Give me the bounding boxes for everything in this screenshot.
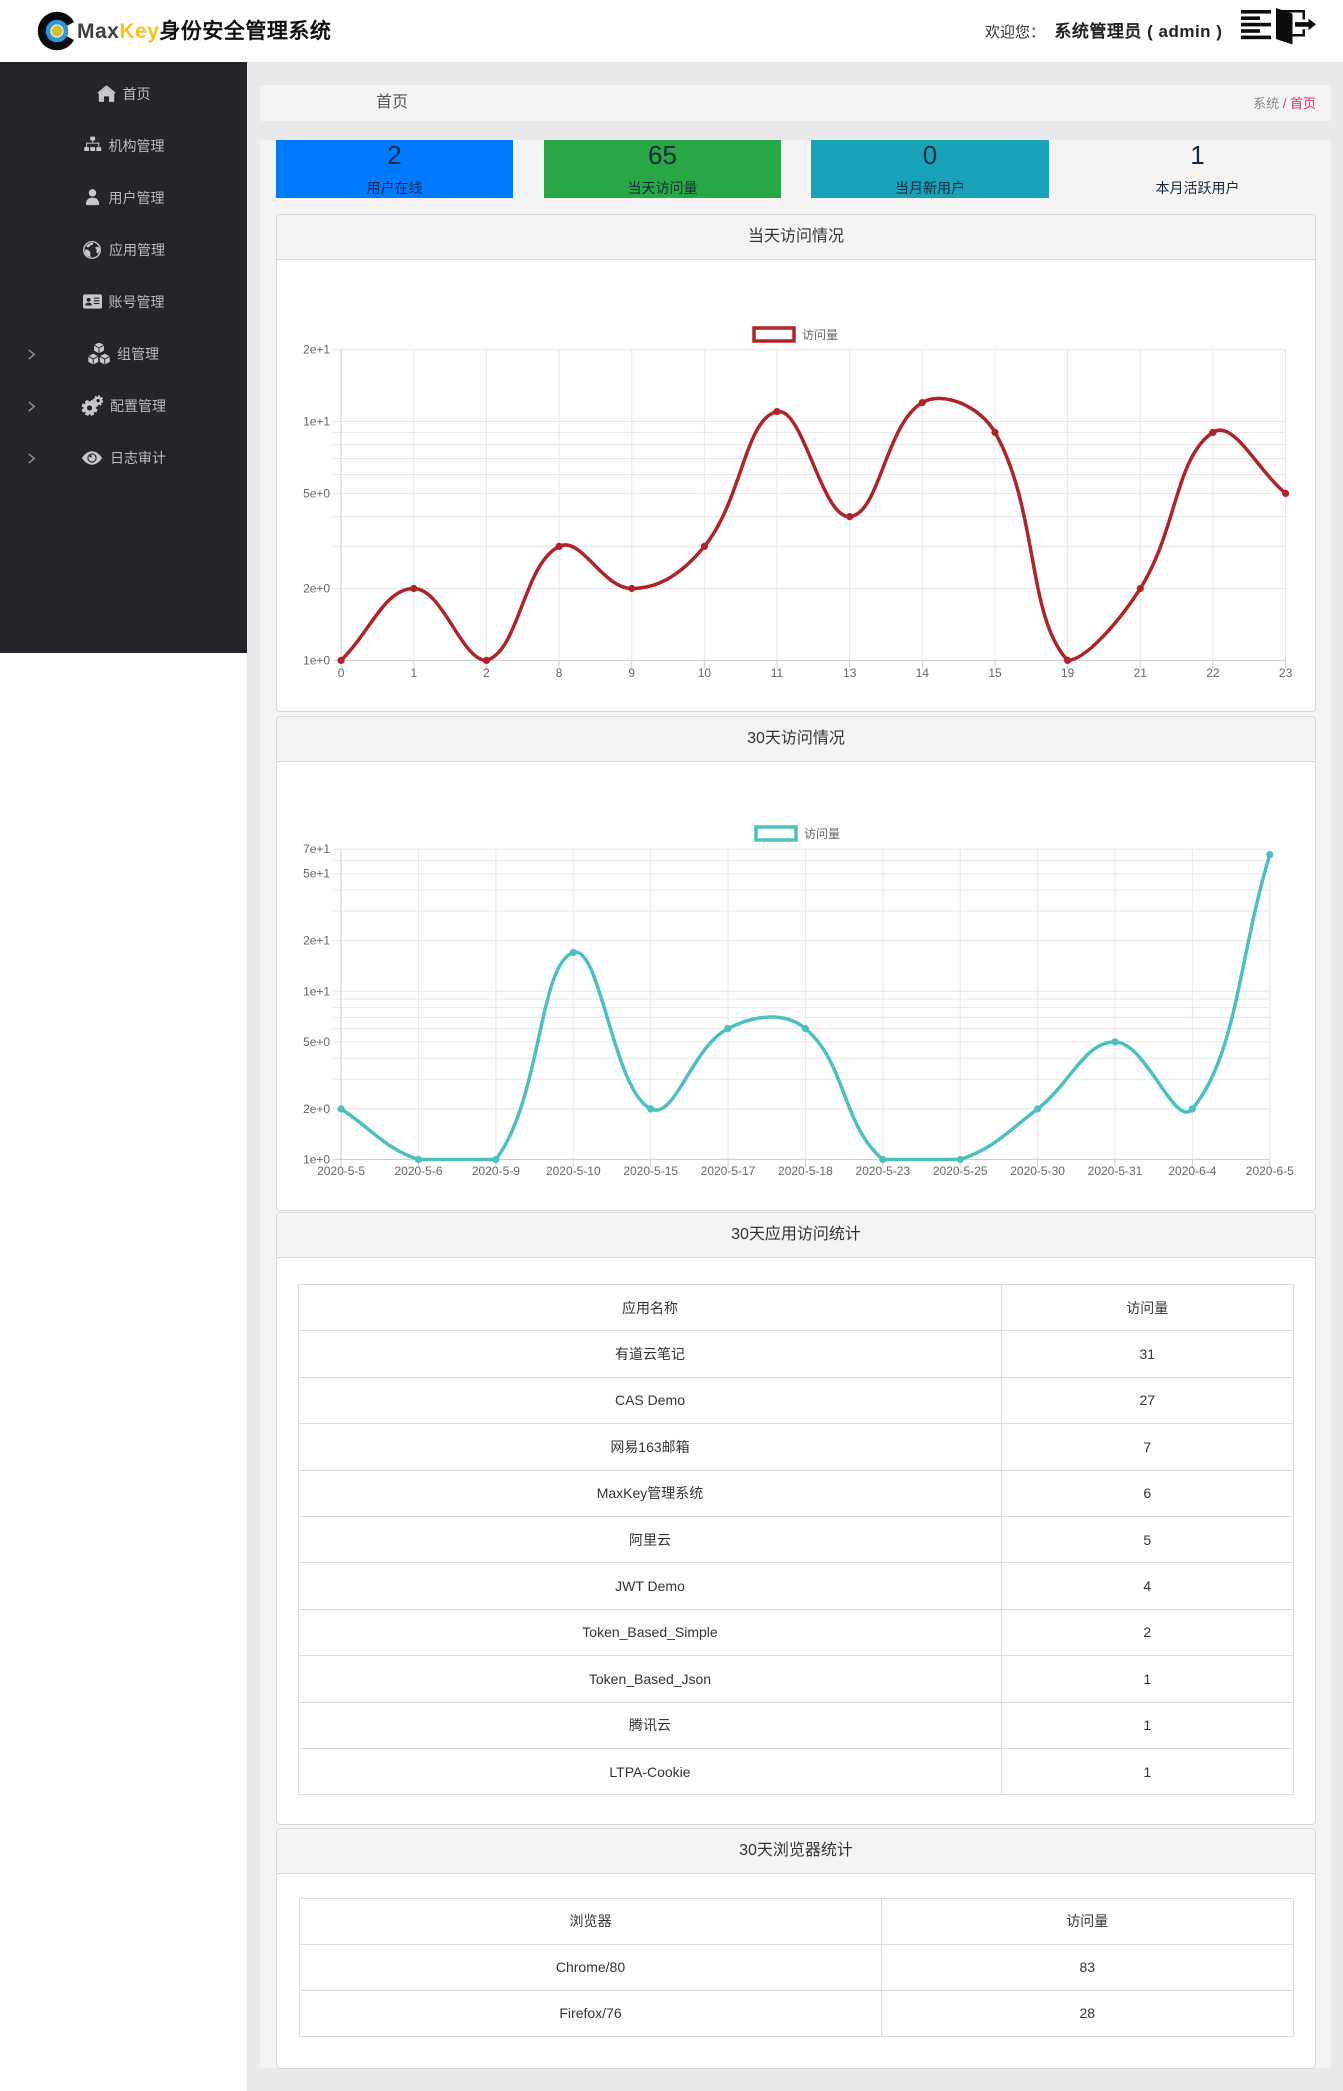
svg-text:2e+0: 2e+0 <box>303 582 330 596</box>
svg-text:1e+1: 1e+1 <box>303 984 330 998</box>
svg-text:5e+0: 5e+0 <box>303 1035 330 1049</box>
svg-text:21: 21 <box>1134 666 1148 680</box>
svg-text:2020-5-31: 2020-5-31 <box>1088 1164 1143 1178</box>
svg-text:2020-5-17: 2020-5-17 <box>701 1164 756 1178</box>
svg-text:2020-5-15: 2020-5-15 <box>623 1164 678 1178</box>
svg-text:2020-5-9: 2020-5-9 <box>472 1164 520 1178</box>
svg-text:14: 14 <box>916 666 930 680</box>
svg-text:2020-6-4: 2020-6-4 <box>1168 1164 1216 1178</box>
svg-text:1e+0: 1e+0 <box>303 1153 330 1167</box>
svg-text:5e+0: 5e+0 <box>303 486 330 500</box>
svg-text:2e+1: 2e+1 <box>303 934 330 948</box>
svg-text:2020-5-23: 2020-5-23 <box>855 1164 910 1178</box>
svg-text:2020-6-5: 2020-6-5 <box>1246 1164 1294 1178</box>
svg-text:19: 19 <box>1061 666 1075 680</box>
svg-text:2020-5-18: 2020-5-18 <box>778 1164 833 1178</box>
svg-text:2: 2 <box>483 666 490 680</box>
svg-text:8: 8 <box>556 666 563 680</box>
svg-text:5e+1: 5e+1 <box>303 867 330 881</box>
svg-text:2020-5-25: 2020-5-25 <box>933 1164 988 1178</box>
svg-text:11: 11 <box>771 666 784 680</box>
svg-text:10: 10 <box>698 666 712 680</box>
svg-text:2020-5-5: 2020-5-5 <box>317 1164 365 1178</box>
svg-text:22: 22 <box>1206 666 1220 680</box>
svg-text:2e+0: 2e+0 <box>303 1102 330 1116</box>
svg-text:7e+1: 7e+1 <box>303 842 330 856</box>
svg-text:0: 0 <box>338 666 345 680</box>
svg-text:1: 1 <box>410 666 417 680</box>
svg-text:2e+1: 2e+1 <box>303 343 330 357</box>
svg-text:2020-5-30: 2020-5-30 <box>1010 1164 1065 1178</box>
svg-text:15: 15 <box>988 666 1002 680</box>
svg-text:访问量: 访问量 <box>802 328 838 342</box>
svg-text:2020-5-10: 2020-5-10 <box>546 1164 601 1178</box>
svg-text:访问量: 访问量 <box>804 827 840 841</box>
svg-text:13: 13 <box>843 666 857 680</box>
svg-text:2020-5-6: 2020-5-6 <box>394 1164 442 1178</box>
svg-text:23: 23 <box>1279 666 1293 680</box>
svg-text:1e+1: 1e+1 <box>303 415 330 429</box>
svg-text:1e+0: 1e+0 <box>303 653 330 667</box>
svg-text:9: 9 <box>628 666 635 680</box>
